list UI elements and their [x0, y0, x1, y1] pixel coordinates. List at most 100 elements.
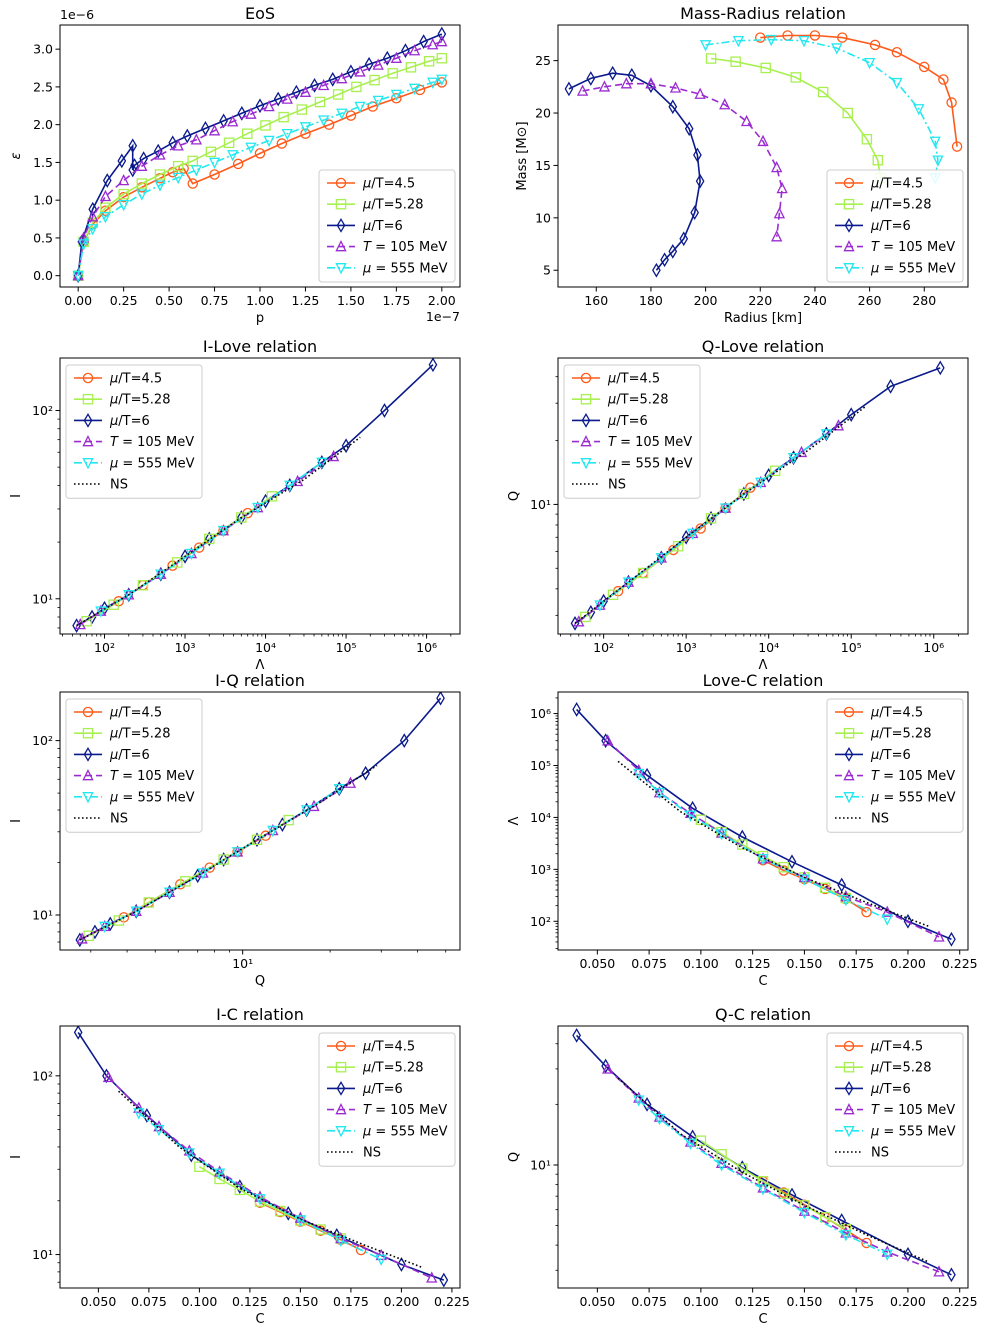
series-line	[79, 764, 378, 941]
data-point	[205, 146, 217, 158]
data-point	[405, 62, 417, 73]
x-tick-label: 1.25	[292, 293, 320, 308]
data-point	[938, 74, 949, 85]
data-point	[668, 243, 678, 259]
data-point	[204, 533, 215, 545]
legend-marker	[82, 393, 94, 405]
data-point	[408, 44, 421, 56]
data-point	[380, 403, 389, 418]
x-tick-label: 10⁴	[758, 640, 779, 655]
legend-marker	[843, 240, 855, 252]
data-point	[842, 107, 853, 119]
data-point	[278, 111, 289, 123]
legend-box	[826, 1032, 964, 1167]
legend-label: μ/T=5.28	[362, 198, 423, 213]
legend-marker	[843, 177, 855, 189]
data-point	[273, 91, 283, 107]
series-line	[582, 82, 783, 237]
x-tick-label: 0.050	[579, 1294, 615, 1309]
legend-box	[563, 364, 701, 499]
data-point	[755, 32, 766, 43]
plot-area	[570, 360, 945, 631]
legend-marker	[581, 413, 591, 428]
data-point	[99, 189, 112, 202]
data-point	[414, 84, 426, 96]
y-axis-label: Λ	[507, 816, 522, 825]
data-point	[840, 1230, 852, 1242]
axes-frame	[59, 1025, 461, 1289]
data-point	[919, 61, 930, 73]
y-axis-label: I	[9, 1155, 24, 1159]
data-point	[817, 86, 829, 98]
data-point	[245, 107, 257, 119]
data-point	[627, 67, 637, 83]
data-point	[299, 85, 312, 97]
data-point	[872, 154, 884, 166]
data-point	[136, 178, 148, 189]
legend-label: μ = 555 MeV	[362, 261, 448, 276]
data-point	[933, 1265, 945, 1277]
y-tick-label: 2.5	[33, 79, 53, 94]
data-point	[300, 805, 313, 817]
legend-marker	[82, 458, 94, 470]
legend-label: T = 105 MeV	[110, 435, 194, 450]
legend-marker	[580, 458, 592, 470]
data-point	[913, 104, 925, 116]
x-tick-label: 240	[803, 293, 827, 308]
y-axis-label: I	[9, 494, 24, 498]
series-0	[755, 30, 963, 152]
data-point	[719, 98, 731, 110]
series-5	[574, 405, 867, 625]
data-point	[602, 1062, 614, 1074]
chart-title: I-Q relation	[215, 671, 305, 690]
x-tick-label: 0.175	[838, 956, 874, 971]
data-point	[660, 252, 669, 268]
data-point	[73, 1026, 83, 1040]
data-point	[193, 542, 205, 553]
data-point	[283, 814, 294, 826]
y-tick-label: 1.0	[33, 193, 53, 208]
data-point	[771, 230, 783, 242]
data-point	[695, 523, 706, 534]
data-point	[315, 1224, 326, 1235]
legend-label: μ/T=4.5	[362, 177, 415, 192]
data-point	[620, 77, 632, 89]
data-point	[317, 115, 330, 127]
legend-label: T = 105 MeV	[363, 240, 447, 255]
data-point	[118, 188, 129, 200]
plot-area	[73, 1026, 449, 1288]
legend-marker	[335, 177, 347, 189]
legend-marker	[335, 198, 347, 210]
y-tick-label: 0.0	[33, 268, 53, 283]
chart-qlove: Q-Love relation 10² 10³ 10⁴ 10⁵ 10⁶ 10¹ Λ Qμ/T=4…	[507, 337, 969, 673]
y-tick-label: 10	[535, 210, 551, 225]
data-point	[740, 114, 753, 127]
chart-title: Q-C relation	[715, 1005, 811, 1024]
data-point	[260, 120, 271, 131]
series-line	[118, 1090, 422, 1268]
y-tick-label: 10²	[32, 403, 53, 418]
chart-iq: I-Q relation10¹10¹10²QIμ/T=4.5μ/T=5.28μ/…	[9, 671, 461, 989]
data-point	[951, 141, 963, 152]
data-point	[633, 1095, 645, 1107]
data-point	[128, 138, 138, 154]
data-point	[929, 136, 941, 148]
data-point	[757, 1176, 769, 1187]
data-point	[292, 84, 301, 100]
series-line	[705, 38, 939, 179]
data-point	[645, 77, 657, 89]
y-tick-label: 10¹	[32, 591, 53, 606]
plot-area	[72, 358, 438, 634]
data-point	[881, 914, 893, 926]
x-tick-label: 10⁶	[416, 640, 437, 655]
x-tick-label: 0.200	[890, 956, 926, 971]
data-point	[223, 137, 235, 149]
legend-label: μ/T=6	[870, 1082, 911, 1097]
legend-marker	[83, 413, 93, 428]
data-point	[266, 491, 278, 502]
axes-frame	[557, 24, 969, 288]
y-axis-label: Q	[507, 1152, 522, 1162]
series-3	[576, 77, 788, 242]
legend-label: NS	[110, 478, 128, 493]
data-point	[690, 205, 700, 220]
